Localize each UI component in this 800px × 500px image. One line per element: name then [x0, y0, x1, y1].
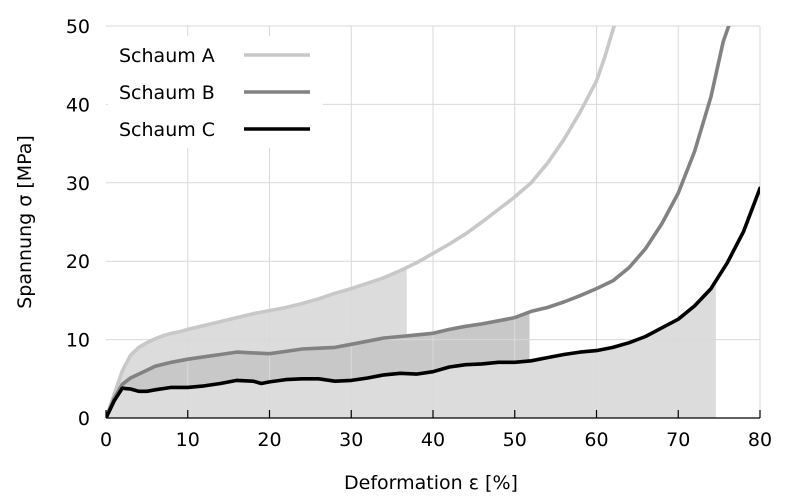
series-line-3	[106, 186, 760, 418]
y-tick-label: 20	[66, 251, 90, 273]
y-tick-label: 10	[66, 330, 90, 352]
legend-label-2: Schaum B	[119, 82, 215, 104]
x-tick-label: 70	[666, 429, 690, 451]
legend-label-1: Schaum A	[119, 45, 215, 67]
x-axis-title: Deformation ε [%]	[344, 472, 518, 494]
series-lines	[106, 26, 760, 418]
x-tick-label: 20	[257, 429, 281, 451]
y-axis-title: Spannung σ [MPa]	[14, 135, 36, 309]
x-tick-label: 30	[339, 429, 363, 451]
series-line-1	[106, 26, 617, 418]
y-tick-label: 0	[78, 408, 90, 430]
x-tick-label: 0	[100, 429, 112, 451]
x-tick-label: 50	[503, 429, 527, 451]
y-tick-label: 30	[66, 173, 90, 195]
ticks: 0 10 20 30 40 50 60 70 80 0 10 20 30 40 50	[66, 16, 772, 451]
legend: Schaum A Schaum B Schaum C	[108, 36, 323, 148]
y-tick-label: 50	[66, 16, 90, 38]
series-line-2	[106, 26, 731, 418]
x-tick-label: 80	[748, 429, 772, 451]
legend-label-3: Schaum C	[119, 119, 215, 141]
x-tick-label: 60	[584, 429, 608, 451]
y-tick-label: 40	[66, 94, 90, 116]
x-tick-label: 40	[421, 429, 445, 451]
x-tick-label: 10	[176, 429, 200, 451]
